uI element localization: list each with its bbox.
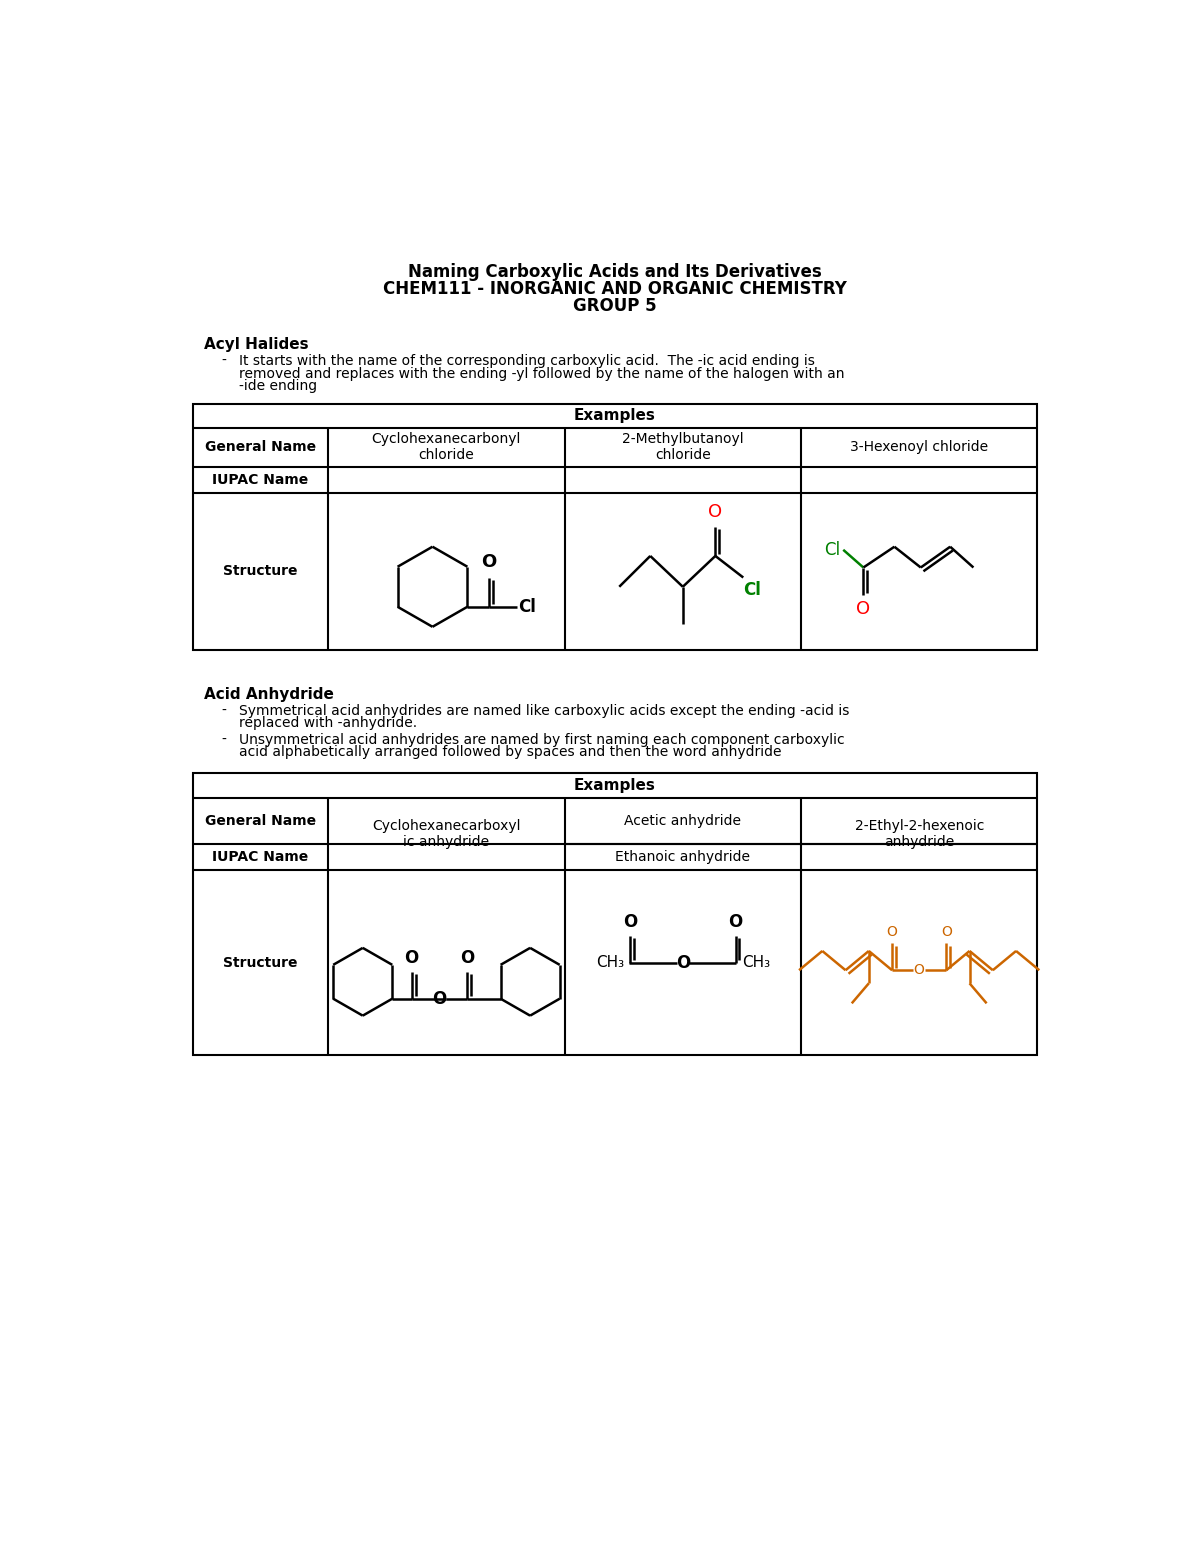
Text: Symmetrical acid anhydrides are named like carboxylic acids except the ending -a: Symmetrical acid anhydrides are named li… [239, 704, 850, 717]
Text: -: - [221, 354, 226, 368]
Text: Cl: Cl [743, 581, 761, 598]
Text: CHEM111 - INORGANIC AND ORGANIC CHEMISTRY: CHEM111 - INORGANIC AND ORGANIC CHEMISTR… [383, 280, 847, 298]
Text: O: O [432, 989, 446, 1008]
Text: replaced with -anhydride.: replaced with -anhydride. [239, 716, 418, 730]
Text: -ide ending: -ide ending [239, 379, 317, 393]
Bar [193, 404, 1037, 649]
Text: Examples: Examples [574, 408, 656, 424]
Text: -: - [221, 704, 226, 717]
Text: O: O [404, 949, 419, 968]
Text: 2-Ethyl-2-hexenoic
anhydride: 2-Ethyl-2-hexenoic anhydride [854, 818, 984, 849]
Text: O: O [461, 949, 474, 968]
Text: Cl: Cl [518, 598, 536, 617]
Text: removed and replaces with the ending -yl followed by the name of the halogen wit: removed and replaces with the ending -yl… [239, 367, 845, 380]
Text: 3-Hexenoyl chloride: 3-Hexenoyl chloride [850, 441, 989, 455]
Text: Acetic anhydride: Acetic anhydride [624, 814, 742, 828]
Text: Ethanoic anhydride: Ethanoic anhydride [616, 849, 750, 863]
Text: O: O [887, 924, 898, 938]
Text: O: O [676, 954, 690, 972]
Text: O: O [708, 503, 722, 520]
Text: Structure: Structure [223, 564, 298, 578]
Text: acid alphabetically arranged followed by spaces and then the word anhydride: acid alphabetically arranged followed by… [239, 745, 781, 759]
Text: General Name: General Name [205, 441, 316, 455]
Text: Structure: Structure [223, 955, 298, 969]
Text: O: O [857, 599, 870, 618]
Text: General Name: General Name [205, 814, 316, 828]
Text: -: - [221, 733, 226, 747]
Text: Cyclohexanecarbonyl
chloride: Cyclohexanecarbonyl chloride [372, 432, 521, 463]
Text: It starts with the name of the corresponding carboxylic acid.  The -ic acid endi: It starts with the name of the correspon… [239, 354, 815, 368]
Text: O: O [728, 913, 743, 930]
Text: CH₃: CH₃ [742, 955, 770, 971]
Text: Cl: Cl [824, 540, 840, 559]
Bar [193, 773, 1037, 1054]
Text: O: O [913, 963, 925, 977]
Text: Acyl Halides: Acyl Halides [204, 337, 308, 353]
Text: 2-Methylbutanoyl
chloride: 2-Methylbutanoyl chloride [622, 432, 744, 463]
Text: O: O [481, 553, 497, 572]
Text: GROUP 5: GROUP 5 [574, 297, 656, 315]
Text: CH₃: CH₃ [595, 955, 624, 971]
Text: IUPAC Name: IUPAC Name [212, 472, 308, 486]
Text: Cyclohexanecarboxyl
ic anhydride: Cyclohexanecarboxyl ic anhydride [372, 818, 521, 849]
Text: Examples: Examples [574, 778, 656, 794]
Text: Naming Carboxylic Acids and Its Derivatives: Naming Carboxylic Acids and Its Derivati… [408, 264, 822, 281]
Text: O: O [941, 924, 952, 938]
Text: IUPAC Name: IUPAC Name [212, 849, 308, 863]
Text: Acid Anhydride: Acid Anhydride [204, 686, 334, 702]
Text: O: O [623, 913, 637, 930]
Text: Unsymmetrical acid anhydrides are named by first naming each component carboxyli: Unsymmetrical acid anhydrides are named … [239, 733, 845, 747]
